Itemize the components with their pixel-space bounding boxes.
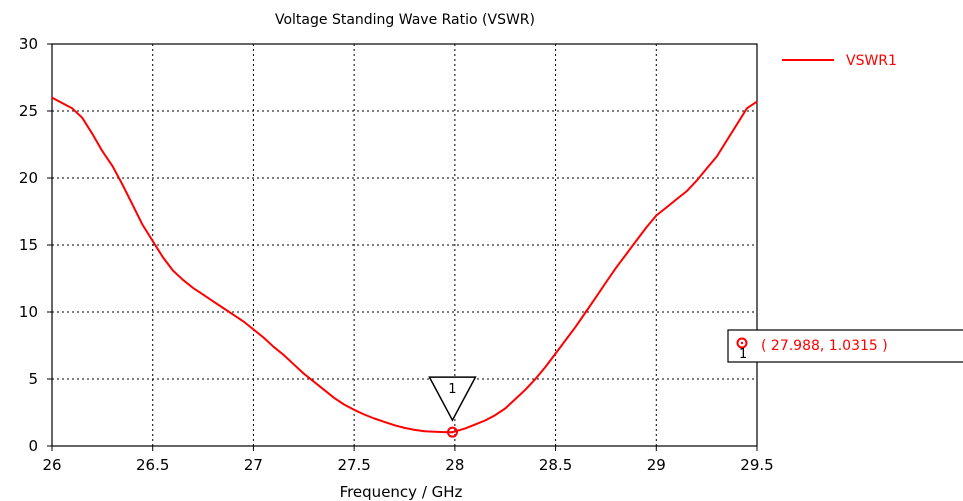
x-tick-label: 29.5 xyxy=(740,456,773,474)
series-line-vswr1 xyxy=(52,98,757,433)
y-tick-label: 15 xyxy=(19,236,38,254)
marker-readout-index: 1 xyxy=(739,347,747,362)
grid-lines xyxy=(52,44,757,446)
x-tick-label: 26 xyxy=(42,456,61,474)
y-tick-label: 20 xyxy=(19,169,38,187)
legend[interactable]: VSWR1 xyxy=(782,53,897,69)
marker-readout-text: ( 27.988, 1.0315 ) xyxy=(761,338,888,354)
x-tick-label: 28.5 xyxy=(539,456,572,474)
y-tick-label: 30 xyxy=(19,35,38,53)
y-tick-label: 25 xyxy=(19,102,38,120)
x-tick-label: 26.5 xyxy=(136,456,169,474)
x-tick-label: 27.5 xyxy=(337,456,370,474)
marker-flag-label: 1 xyxy=(448,382,456,397)
y-tick-label: 5 xyxy=(28,370,38,388)
x-axis: 26 26.5 27 27.5 28 28.5 29 29.5 xyxy=(42,446,773,474)
legend-label-vswr1: VSWR1 xyxy=(846,53,897,69)
marker-point-dot xyxy=(451,431,453,433)
y-tick-label: 0 xyxy=(28,437,38,455)
x-axis-label: Frequency / GHz xyxy=(340,483,463,501)
marker-readout[interactable]: 1 ( 27.988, 1.0315 ) xyxy=(728,330,963,362)
series-layer xyxy=(52,98,757,433)
y-axis: 0 5 10 15 20 25 30 xyxy=(19,35,52,455)
chart-title: Voltage Standing Wave Ratio (VSWR) xyxy=(275,12,535,28)
marker-readout-icon-dot xyxy=(741,342,743,344)
y-tick-label: 10 xyxy=(19,303,38,321)
x-tick-label: 28 xyxy=(445,456,464,474)
x-tick-label: 27 xyxy=(244,456,263,474)
x-tick-label: 29 xyxy=(647,456,666,474)
